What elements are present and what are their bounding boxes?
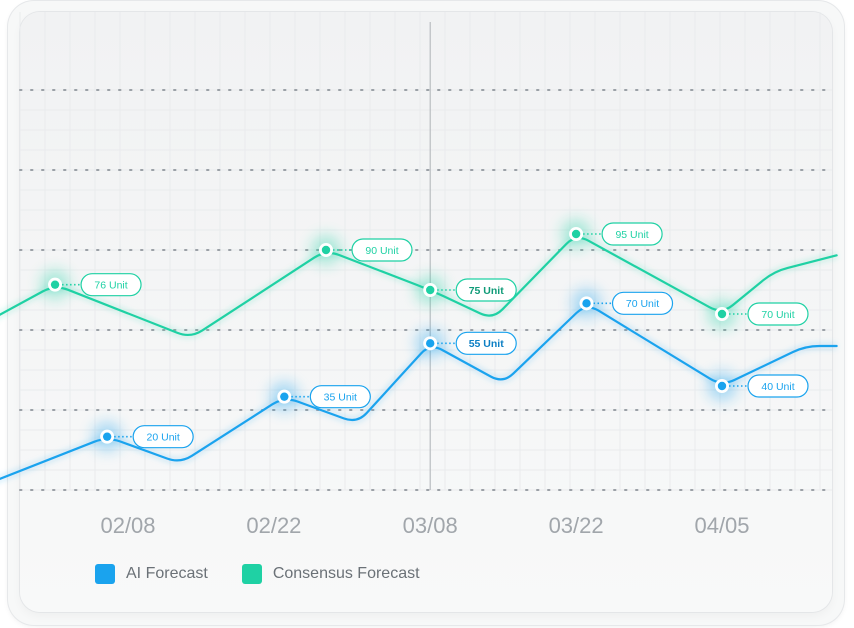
- data-label-pill-ai: [309, 385, 371, 409]
- data-label-pill-consensus: [351, 238, 413, 262]
- data-point-ai: [426, 339, 435, 348]
- grid: [19, 12, 833, 491]
- data-label-pill-ai: [455, 331, 517, 355]
- legend-swatch-ai: [95, 564, 115, 584]
- data-label-pill-consensus: [455, 278, 517, 302]
- data-labels: 20 Unit 35 Unit 55 Unit 70 Unit 40 Unit 76 Un…: [62, 222, 809, 449]
- legend-item-consensus[interactable]: Consensus Forecast: [241, 564, 420, 584]
- data-label-ai: 40 Unit: [761, 381, 794, 393]
- data-label-consensus: 90 Unit: [365, 245, 398, 257]
- data-label-ai: 70 Unit: [626, 298, 659, 310]
- data-label-ai: 35 Unit: [324, 391, 357, 403]
- data-point-consensus: [321, 245, 331, 255]
- data-label-pill-ai: [747, 374, 809, 398]
- data-label-pill-ai: [611, 291, 674, 315]
- data-point-ai: [102, 432, 112, 441]
- data-label-consensus: 76 Unit: [94, 279, 127, 291]
- x-tick-label: 02/08: [100, 513, 155, 538]
- series-line-consensus: [0, 236, 838, 337]
- x-tick-label: 03/22: [549, 513, 604, 538]
- data-label-consensus: 95 Unit: [615, 229, 648, 241]
- legend: AI Forecast Consensus Forecast: [95, 564, 420, 584]
- data-point-consensus: [717, 309, 727, 319]
- legend-swatch-consensus: [241, 564, 262, 584]
- data-label-pill-ai: [132, 425, 194, 449]
- data-label-pill-consensus: [747, 302, 809, 326]
- data-point-consensus: [50, 280, 60, 289]
- data-point-ai: [582, 299, 591, 308]
- legend-label-consensus: Consensus Forecast: [272, 565, 420, 582]
- data-label-consensus: 70 Unit: [761, 309, 794, 321]
- chart-card: [20, 12, 832, 612]
- x-tick-label: 03/08: [403, 513, 458, 538]
- data-label-ai: 55 Unit: [469, 338, 505, 350]
- data-label-ai: 20 Unit: [147, 431, 180, 443]
- data-label-pill-consensus: [80, 273, 142, 297]
- x-axis-ticks: 02/08 02/22 03/08 03/22 04/05: [100, 513, 749, 538]
- data-point-consensus: [571, 229, 581, 239]
- data-point-ai: [717, 381, 727, 391]
- x-tick-label: 04/05: [694, 513, 749, 538]
- data-label-consensus: 75 Unit: [469, 285, 505, 297]
- data-point-ai: [280, 392, 289, 401]
- data-label-pill-consensus: [601, 222, 663, 246]
- point-markers: [48, 227, 729, 444]
- data-point-consensus: [426, 285, 435, 295]
- x-tick-label: 02/22: [246, 513, 301, 538]
- legend-label-ai: AI Forecast: [126, 565, 208, 582]
- legend-item-ai[interactable]: AI Forecast: [95, 564, 208, 584]
